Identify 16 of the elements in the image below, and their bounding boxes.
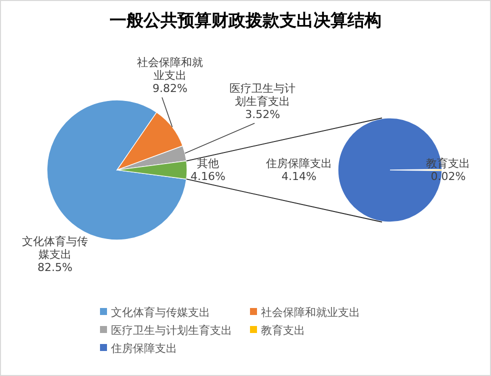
legend-label: 住房保障支出 [111,342,177,355]
data-label: 9.82% [152,82,188,95]
legend-label: 社会保障和就业支出 [261,306,360,319]
legend-label: 文化体育与传媒支出 [111,306,210,319]
data-label: 4.14% [280,170,318,183]
slice-label: 社会保障和就业支出 [136,56,204,82]
slice-label: 文化体育与传媒支出 [20,235,89,262]
chart-title: 一般公共预算财政拨款支出决算结构 [110,11,382,31]
slice-label: 住房保障支出 [265,157,333,170]
slice-label: 其他 [196,157,220,170]
data-label: 3.52% [244,108,282,121]
slice-label: 医疗卫生与计划生育支出 [228,82,297,108]
data-label: 4.16% [190,170,226,183]
data-label: 82.5% [36,261,74,274]
legend-label: 医疗卫生与计划生育支出 [111,324,232,337]
legend-label: 教育支出 [261,324,305,337]
